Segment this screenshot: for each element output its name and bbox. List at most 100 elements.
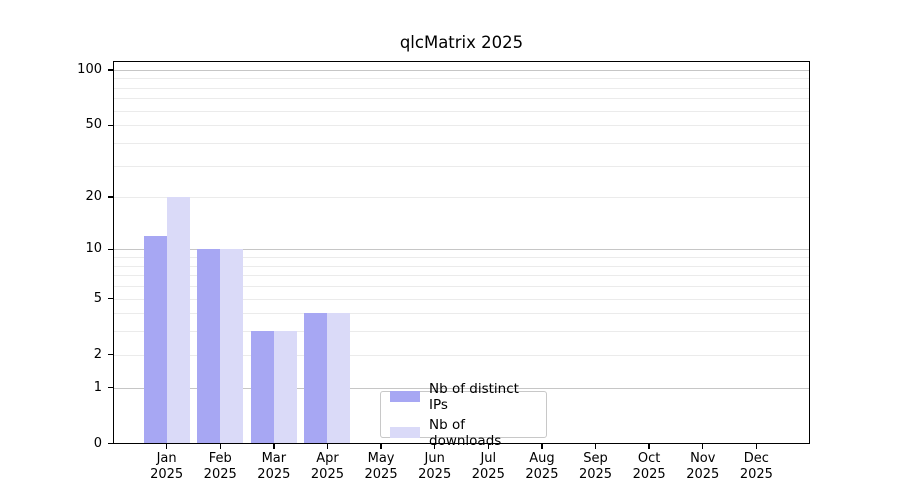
y-tick-mark	[108, 354, 113, 356]
bar-mar-series0	[250, 331, 274, 444]
y-tick-mark	[108, 297, 113, 300]
bar-mar-series1	[273, 331, 297, 444]
chart-title: qlcMatrix 2025	[399, 33, 524, 52]
x-tick-month: Sep	[583, 451, 608, 466]
gridline-minor	[114, 125, 809, 127]
gridline-minor	[114, 313, 809, 315]
y-tick-mark	[108, 386, 113, 389]
x-tick-year: 2025	[632, 466, 666, 482]
gridline-minor	[114, 98, 809, 100]
y-tick-label: 50	[85, 117, 102, 133]
x-tick-month: Jan	[156, 451, 177, 466]
x-tick-month: Dec	[743, 451, 769, 466]
x-tick-month: Nov	[690, 451, 716, 466]
x-tick-month: Feb	[208, 451, 232, 466]
gridline-minor	[114, 197, 809, 199]
legend-label: Nb of downloads	[429, 416, 502, 449]
y-tick-mark	[108, 248, 113, 251]
x-tick-month: Mar	[261, 451, 287, 466]
bar-apr-series0	[304, 313, 328, 444]
legend-item: Nb of downloads	[390, 417, 537, 449]
x-tick-mark	[433, 444, 436, 449]
gridline-major	[114, 249, 809, 251]
x-tick-mark	[594, 444, 597, 449]
bar-jan-series0	[143, 235, 167, 444]
x-tick-label-feb: Feb 2025	[188, 451, 252, 482]
gridline-major	[114, 69, 809, 71]
x-tick-label-dec: Dec 2025	[724, 451, 788, 482]
x-tick-year: 2025	[310, 466, 344, 482]
x-tick-month: Jul	[480, 451, 497, 466]
gridline-minor	[114, 331, 809, 333]
y-tick-mark	[108, 443, 113, 445]
legend-label: Nb of distinct IPs	[429, 380, 519, 413]
x-tick-month: Aug	[529, 451, 555, 466]
x-tick-month: Apr	[316, 451, 339, 466]
x-tick-month: May	[367, 451, 395, 466]
x-tick-year: 2025	[471, 466, 505, 482]
x-tick-mark	[487, 444, 489, 449]
x-tick-year: 2025	[418, 466, 452, 482]
y-tick-label: 2	[93, 346, 102, 362]
gridline-minor	[114, 275, 809, 277]
y-tick-mark	[108, 124, 113, 126]
x-tick-label-apr: Apr 2025	[295, 451, 359, 482]
y-tick-mark	[108, 69, 113, 71]
x-tick-month: Jun	[424, 451, 445, 466]
x-tick-label-nov: Nov 2025	[671, 451, 735, 482]
x-tick-label-jul: Jul 2025	[456, 451, 520, 482]
x-tick-month: Oct	[637, 451, 661, 466]
y-tick-label: 20	[85, 189, 102, 205]
x-tick-year: 2025	[364, 466, 398, 482]
x-tick-year: 2025	[578, 466, 613, 482]
x-tick-mark	[219, 444, 221, 449]
y-tick-mark	[108, 196, 113, 198]
x-tick-label-may: May 2025	[349, 451, 413, 482]
x-tick-label-jan: Jan 2025	[135, 451, 199, 482]
bar-apr-series1	[327, 313, 351, 444]
x-tick-label-jun: Jun 2025	[403, 451, 467, 482]
gridline-minor	[114, 142, 809, 144]
x-tick-mark	[755, 444, 758, 449]
gridline-minor	[114, 354, 809, 356]
legend-item: Nb of distinct IPs	[390, 381, 537, 413]
gridline-minor	[114, 257, 809, 259]
y-tick-label: 10	[85, 241, 102, 257]
bar-feb-series0	[197, 249, 221, 444]
bar-feb-series1	[220, 249, 244, 444]
bar-jan-series1	[166, 197, 190, 444]
gridline-major	[114, 387, 809, 389]
gridline-minor	[114, 298, 809, 300]
x-tick-year: 2025	[150, 466, 184, 482]
x-tick-label-sep: Sep 2025	[564, 451, 628, 482]
x-tick-label-aug: Aug 2025	[510, 451, 574, 482]
legend-swatch-icon	[390, 427, 420, 438]
x-tick-mark	[541, 444, 543, 449]
x-tick-year: 2025	[257, 466, 291, 482]
legend-swatch-icon	[390, 391, 420, 402]
legend: Nb of distinct IPs Nb of downloads	[380, 381, 547, 449]
y-tick-label: 1	[93, 379, 102, 395]
x-tick-year: 2025	[686, 466, 720, 482]
x-tick-mark	[648, 444, 650, 449]
x-tick-label-mar: Mar 2025	[242, 451, 306, 482]
x-tick-mark	[165, 444, 168, 449]
x-tick-year: 2025	[739, 466, 773, 482]
gridline-minor	[114, 87, 809, 89]
x-tick-label-oct: Oct 2025	[617, 451, 681, 482]
x-tick-year: 2025	[203, 466, 237, 482]
y-tick-label: 5	[93, 290, 102, 306]
x-tick-mark	[273, 444, 275, 449]
y-tick-label: 0	[93, 435, 102, 451]
gridline-minor	[114, 286, 809, 288]
gridline-minor	[114, 110, 809, 112]
x-tick-mark	[326, 444, 329, 449]
y-tick-label: 100	[77, 61, 102, 77]
x-tick-year: 2025	[525, 466, 559, 482]
gridline-minor	[114, 265, 809, 267]
x-tick-mark	[380, 444, 382, 449]
gridline-minor	[114, 78, 809, 80]
gridline-minor	[114, 165, 809, 167]
x-tick-mark	[702, 444, 704, 449]
